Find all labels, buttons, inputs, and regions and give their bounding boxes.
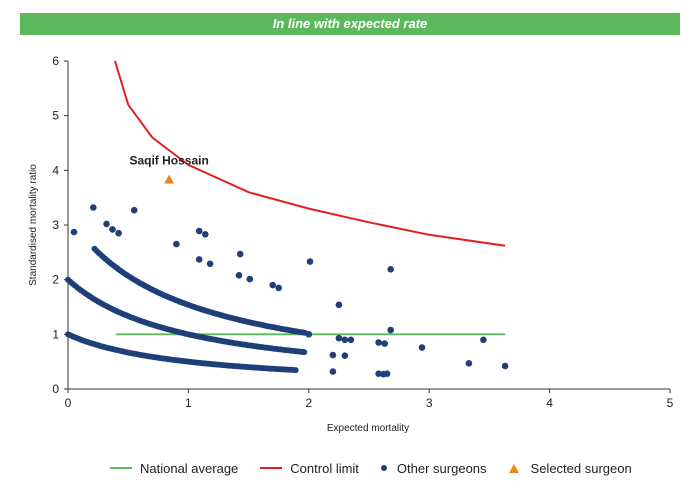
other-surgeon-point: [387, 326, 395, 334]
other-surgeon-point: [236, 250, 244, 258]
other-surgeon-point: [375, 370, 382, 378]
legend-control-limit: Control limit: [260, 461, 359, 476]
legend-selected-surgeon: Selected surgeon: [508, 460, 632, 476]
other-surgeon-point: [329, 368, 337, 375]
other-surgeon-point: [335, 334, 343, 342]
legend-other-surgeons: Other surgeons: [380, 460, 487, 476]
y-tick-label: 3: [52, 218, 59, 232]
other-surgeon-point: [90, 204, 97, 211]
y-tick-label: 2: [52, 273, 59, 287]
other-surgeon-point: [195, 227, 203, 235]
other-surgeon-point: [418, 344, 426, 351]
dot-swatch-icon: [380, 465, 387, 471]
y-tick-label: 1: [52, 327, 59, 341]
other-surgeon-point: [109, 226, 116, 233]
other-surgeon-point: [70, 228, 78, 236]
other-surgeon-point: [465, 360, 473, 367]
other-surgeon-point: [173, 240, 180, 248]
other-surgeon-point: [335, 301, 343, 309]
y-tick-label: 4: [52, 163, 59, 177]
control-limit-curve: [114, 60, 506, 247]
other-surgeon-point: [480, 336, 487, 344]
other-surgeon-point: [306, 258, 314, 265]
other-surgeon-point: [206, 260, 214, 268]
triangle-swatch-icon: [508, 463, 519, 473]
other-surgeons-points: [65, 204, 509, 378]
other-surgeon-point: [387, 266, 395, 273]
other-surgeon-point: [301, 349, 308, 356]
other-surgeon-point: [341, 352, 349, 360]
selected-surgeon-marker-group: [164, 174, 175, 184]
chart-title-banner: In line with expected rate: [20, 13, 680, 35]
other-surgeon-point: [235, 272, 243, 279]
other-surgeon-point: [275, 284, 283, 292]
legend-national-average: National average: [110, 461, 238, 476]
control-limit-line: [114, 60, 506, 247]
other-surgeon-point: [341, 336, 349, 344]
other-surgeon-point: [375, 339, 382, 346]
y-tick-label: 0: [52, 382, 59, 396]
x-tick-label: 3: [426, 396, 433, 410]
other-surgeon-point: [305, 331, 313, 338]
x-tick-label: 4: [546, 396, 553, 410]
y-tick-label: 5: [52, 109, 59, 123]
other-surgeon-point: [195, 256, 203, 263]
other-surgeon-point: [383, 370, 391, 378]
x-tick-label: 1: [185, 396, 192, 410]
x-tick-label: 5: [667, 396, 674, 410]
other-surgeon-point: [381, 340, 389, 347]
other-surgeon-point: [501, 362, 509, 370]
other-surgeon-point: [329, 351, 337, 359]
selected-surgeon-label: Saqif Hossain: [129, 154, 208, 168]
other-surgeon-point: [115, 229, 122, 237]
y-tick-label: 6: [52, 54, 59, 68]
y-axis-label: Standardised mortality ratio: [28, 164, 39, 286]
other-surgeon-point: [130, 206, 138, 214]
x-tick-label: 0: [65, 396, 72, 410]
legend-label: Control limit: [290, 460, 359, 476]
other-surgeon-point: [202, 231, 209, 238]
other-surgeon-point: [103, 220, 110, 228]
legend-label: Selected surgeon: [530, 460, 632, 476]
legend: National average Control limit Other sur…: [110, 458, 654, 478]
x-tick-label: 2: [305, 396, 312, 410]
legend-label: National average: [140, 460, 239, 476]
other-surgeon-point: [292, 367, 299, 374]
other-surgeon-point: [246, 275, 254, 283]
other-surgeon-point: [269, 281, 277, 289]
line-swatch-icon: [110, 467, 132, 469]
other-surgeon-point: [347, 336, 355, 344]
selected-surgeon-marker: [164, 174, 175, 184]
legend-label: Other surgeons: [396, 460, 487, 476]
x-axis-label: Expected mortality: [327, 423, 409, 434]
line-swatch-icon: [260, 467, 283, 469]
